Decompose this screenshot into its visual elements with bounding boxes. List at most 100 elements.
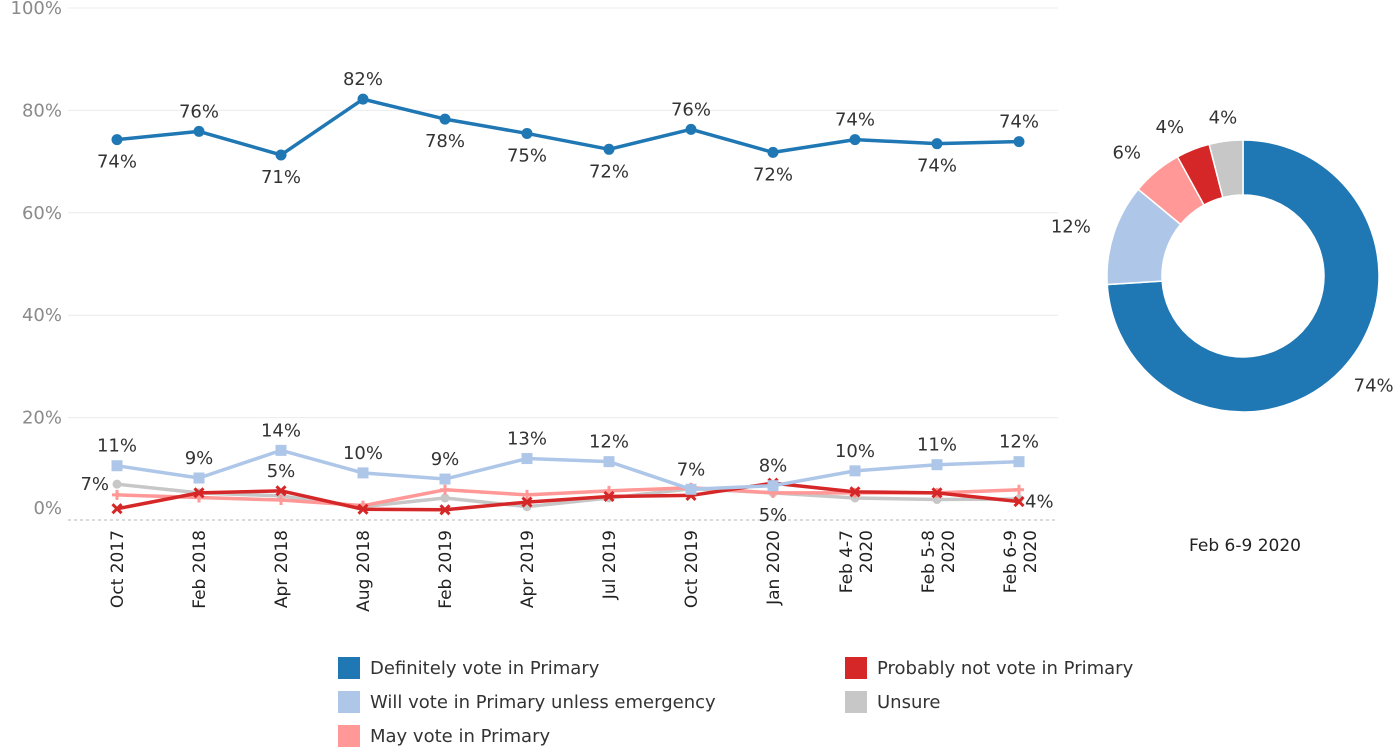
data-point (440, 484, 450, 495)
legend-swatch (845, 691, 867, 713)
legend-swatch (845, 657, 867, 679)
data-point (275, 149, 287, 161)
legend-item-probably-not[interactable]: Probably not vote in Primary (845, 657, 1133, 679)
x-tick-label: Feb 6-92020 (1001, 530, 1041, 593)
data-point (603, 490, 615, 503)
data-point (767, 480, 779, 492)
data-label: 7% (80, 474, 109, 495)
data-point (685, 123, 697, 135)
data-label: 74% (97, 152, 137, 173)
x-tick-label: Jan 2020 (764, 530, 784, 606)
series-line (116, 448, 1020, 492)
x-tick-label: Jul 2019 (600, 530, 620, 600)
data-point (439, 113, 451, 125)
x-tick-label-line: Aug 2018 (354, 530, 374, 612)
legend-label: Unsure (877, 691, 941, 713)
legend-label: Definitely vote in Primary (370, 657, 600, 679)
donut-slice (1208, 139, 1244, 199)
x-tick-label: Feb 2019 (436, 530, 456, 609)
series-will-vote-in-primary-unless-emergency: 11% 9% 14% 10% 9% 13% 12% 7% 8% 10% 11% 12% (97, 420, 1039, 495)
data-point (357, 467, 369, 479)
data-point (111, 460, 123, 472)
data-point (440, 493, 450, 503)
data-point (932, 495, 942, 505)
x-tick-label-line: 2020 (939, 530, 959, 573)
x-tick-label: Oct 2017 (108, 530, 128, 608)
data-label: 12% (589, 432, 629, 453)
data-label: 14% (261, 420, 301, 441)
data-label: 12% (999, 432, 1039, 453)
legend-item-definitely[interactable]: Definitely vote in Primary (338, 657, 599, 679)
donut-label: 12% (1051, 217, 1091, 238)
data-point (439, 473, 451, 485)
x-tick-label-line: Apr 2019 (518, 530, 538, 608)
y-tick-label: 40% (22, 305, 62, 326)
data-label: 10% (835, 441, 875, 462)
legend-item-unsure[interactable]: Unsure (845, 691, 940, 713)
series-may-vote-in-primary (112, 482, 1024, 511)
x-tick-label: Feb 5-82020 (919, 530, 959, 593)
x-tick-label-line: Jul 2019 (600, 530, 620, 600)
data-point (193, 125, 205, 137)
data-point (112, 489, 122, 500)
x-axis: Oct 2017 Feb 2018 Apr 2018 Aug 2018 Feb 2019… (108, 530, 1041, 612)
y-tick-label: 100% (11, 0, 62, 19)
data-point (193, 487, 205, 499)
donut-label: 74% (1354, 376, 1394, 397)
data-point (111, 503, 123, 515)
data-point (685, 483, 697, 495)
data-label: 74% (835, 110, 875, 131)
data-label: 78% (425, 131, 465, 152)
data-point (1014, 484, 1024, 495)
data-point (1013, 456, 1025, 468)
legend-label: May vote in Primary (370, 725, 551, 747)
series-line (116, 481, 1020, 512)
legend-item-will-vote[interactable]: Will vote in Primary unless emergency (338, 691, 716, 713)
legend-swatch (338, 725, 360, 747)
data-point (521, 127, 533, 139)
legend-item-may-vote[interactable]: May vote in Primary (338, 725, 550, 747)
donut-title: Feb 6-9 2020 (1189, 536, 1301, 556)
x-tick-label-line: Feb 2019 (436, 530, 456, 609)
series-definitely-vote-in-primary: 74% 76% 71% 82% 78% 75% 72% 76% 72% 74% 74% 74% (97, 69, 1039, 188)
y-tick-label: 80% (22, 100, 62, 121)
data-label: 11% (917, 435, 957, 456)
data-point (603, 143, 615, 155)
x-tick-label: Feb 2018 (190, 530, 210, 609)
data-label: 9% (431, 449, 460, 470)
x-tick-label: Oct 2019 (682, 530, 702, 608)
y-axis: 0% 20% 40% 60% 80% 100% (11, 0, 1058, 521)
data-point (276, 495, 286, 506)
data-point (849, 134, 861, 146)
data-point (521, 453, 533, 465)
data-point (439, 504, 451, 516)
x-tick-label-line: Oct 2017 (108, 530, 128, 608)
data-point (849, 486, 861, 498)
data-label: 5% (759, 505, 788, 526)
donut-chart: 74% 12% 6% 4% 4% (1051, 107, 1394, 413)
data-point (357, 93, 369, 105)
donut-label: 4% (1209, 107, 1238, 128)
data-point (111, 134, 123, 146)
data-point (604, 485, 614, 496)
data-label: 11% (97, 436, 137, 457)
data-label: 82% (343, 69, 383, 90)
x-tick-label-line: Oct 2019 (682, 530, 702, 608)
data-point (275, 485, 287, 497)
x-tick-label: Apr 2018 (272, 530, 292, 608)
data-point (931, 487, 943, 499)
donut-slice (1106, 139, 1380, 413)
data-point (521, 496, 533, 508)
x-tick-label-line: Feb 4-7 (837, 530, 857, 593)
x-tick-label-line: Feb 6-9 (1001, 530, 1021, 593)
x-tick-label-line: Feb 2018 (190, 530, 210, 609)
data-point (193, 472, 205, 484)
data-label: 5% (267, 461, 296, 482)
y-tick-label: 60% (22, 203, 62, 224)
data-label: 13% (507, 429, 547, 450)
data-label: 7% (677, 459, 706, 480)
series-line (116, 97, 1020, 157)
data-label: 72% (753, 164, 793, 185)
data-point (112, 479, 122, 489)
x-tick-label: Feb 4-72020 (837, 530, 877, 593)
